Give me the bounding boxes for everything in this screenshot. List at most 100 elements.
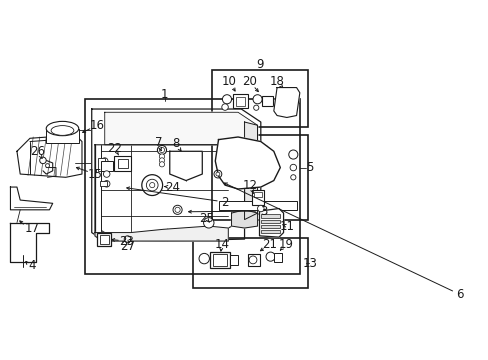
Circle shape [40, 157, 46, 164]
Polygon shape [104, 112, 257, 145]
Circle shape [173, 205, 182, 214]
Bar [210, 252, 229, 268]
Text: 7: 7 [155, 136, 162, 149]
Text: 1: 1 [161, 87, 168, 100]
Text: 2: 2 [221, 195, 228, 208]
Text: 18: 18 [269, 75, 284, 88]
Circle shape [252, 95, 262, 104]
Bar [100, 181, 107, 186]
Ellipse shape [51, 126, 74, 135]
Circle shape [214, 170, 222, 178]
Text: 24: 24 [165, 181, 180, 194]
Bar [192, 238, 307, 288]
Text: 4: 4 [28, 258, 36, 271]
Circle shape [159, 154, 164, 159]
Bar [254, 192, 262, 198]
Bar [252, 190, 264, 204]
Circle shape [257, 205, 264, 212]
Text: 5: 5 [306, 161, 313, 174]
Bar [46, 129, 79, 143]
Text: 23: 23 [119, 234, 133, 248]
Bar [100, 234, 108, 244]
Bar [230, 255, 238, 265]
Text: 16: 16 [89, 119, 104, 132]
Circle shape [222, 95, 231, 104]
Circle shape [253, 105, 258, 110]
Polygon shape [10, 223, 49, 262]
Bar [273, 253, 281, 262]
Circle shape [203, 218, 214, 228]
Bar [218, 201, 296, 211]
Polygon shape [92, 109, 260, 241]
Polygon shape [17, 135, 82, 177]
Text: 15: 15 [87, 167, 102, 181]
Bar [261, 220, 279, 223]
Bar [98, 158, 104, 171]
Polygon shape [231, 210, 257, 228]
Polygon shape [10, 187, 53, 210]
Bar [261, 230, 279, 233]
Polygon shape [95, 226, 228, 241]
Bar [236, 97, 244, 106]
Text: 11: 11 [280, 220, 294, 233]
Circle shape [159, 158, 164, 163]
Bar [233, 94, 247, 108]
Circle shape [102, 165, 107, 170]
Bar [118, 159, 127, 168]
Text: 25: 25 [198, 212, 213, 225]
Polygon shape [95, 145, 244, 241]
Text: 22: 22 [107, 141, 122, 154]
Bar [262, 96, 272, 107]
Text: 17: 17 [24, 221, 40, 234]
Circle shape [45, 164, 49, 167]
Text: 10: 10 [222, 75, 237, 88]
Circle shape [289, 164, 296, 171]
Circle shape [102, 158, 108, 164]
Circle shape [288, 150, 297, 159]
Polygon shape [259, 208, 283, 237]
Circle shape [222, 104, 228, 110]
Circle shape [175, 207, 180, 212]
Bar [212, 135, 307, 220]
Text: 20: 20 [242, 75, 257, 88]
Bar [97, 233, 111, 246]
Bar [247, 254, 259, 266]
Circle shape [146, 179, 158, 191]
Bar [85, 99, 299, 274]
Polygon shape [169, 151, 202, 181]
Text: 21: 21 [262, 238, 277, 251]
Polygon shape [215, 137, 280, 189]
Circle shape [149, 183, 155, 188]
Text: 26: 26 [30, 145, 45, 158]
Text: 27: 27 [120, 240, 135, 253]
Circle shape [248, 256, 256, 264]
Circle shape [265, 252, 275, 261]
Circle shape [142, 175, 163, 195]
Circle shape [159, 147, 164, 153]
Bar [212, 70, 307, 127]
Circle shape [157, 145, 166, 154]
Bar [102, 161, 113, 171]
Circle shape [159, 162, 164, 167]
Circle shape [103, 171, 110, 177]
Bar [261, 225, 279, 228]
Text: 8: 8 [172, 137, 179, 150]
Text: 9: 9 [256, 58, 264, 71]
Bar [114, 157, 130, 171]
Circle shape [216, 172, 220, 176]
Circle shape [124, 236, 130, 242]
Circle shape [103, 181, 110, 187]
Polygon shape [244, 122, 257, 220]
Text: 14: 14 [214, 238, 229, 251]
Text: 12: 12 [243, 179, 257, 192]
Bar [212, 254, 226, 266]
Ellipse shape [46, 121, 79, 136]
Text: 13: 13 [302, 257, 317, 270]
Circle shape [290, 175, 295, 180]
Bar [261, 214, 279, 218]
Text: 3: 3 [259, 204, 266, 218]
Polygon shape [273, 87, 299, 117]
Circle shape [199, 253, 209, 264]
Text: 6: 6 [455, 288, 463, 301]
Text: 19: 19 [278, 238, 293, 251]
